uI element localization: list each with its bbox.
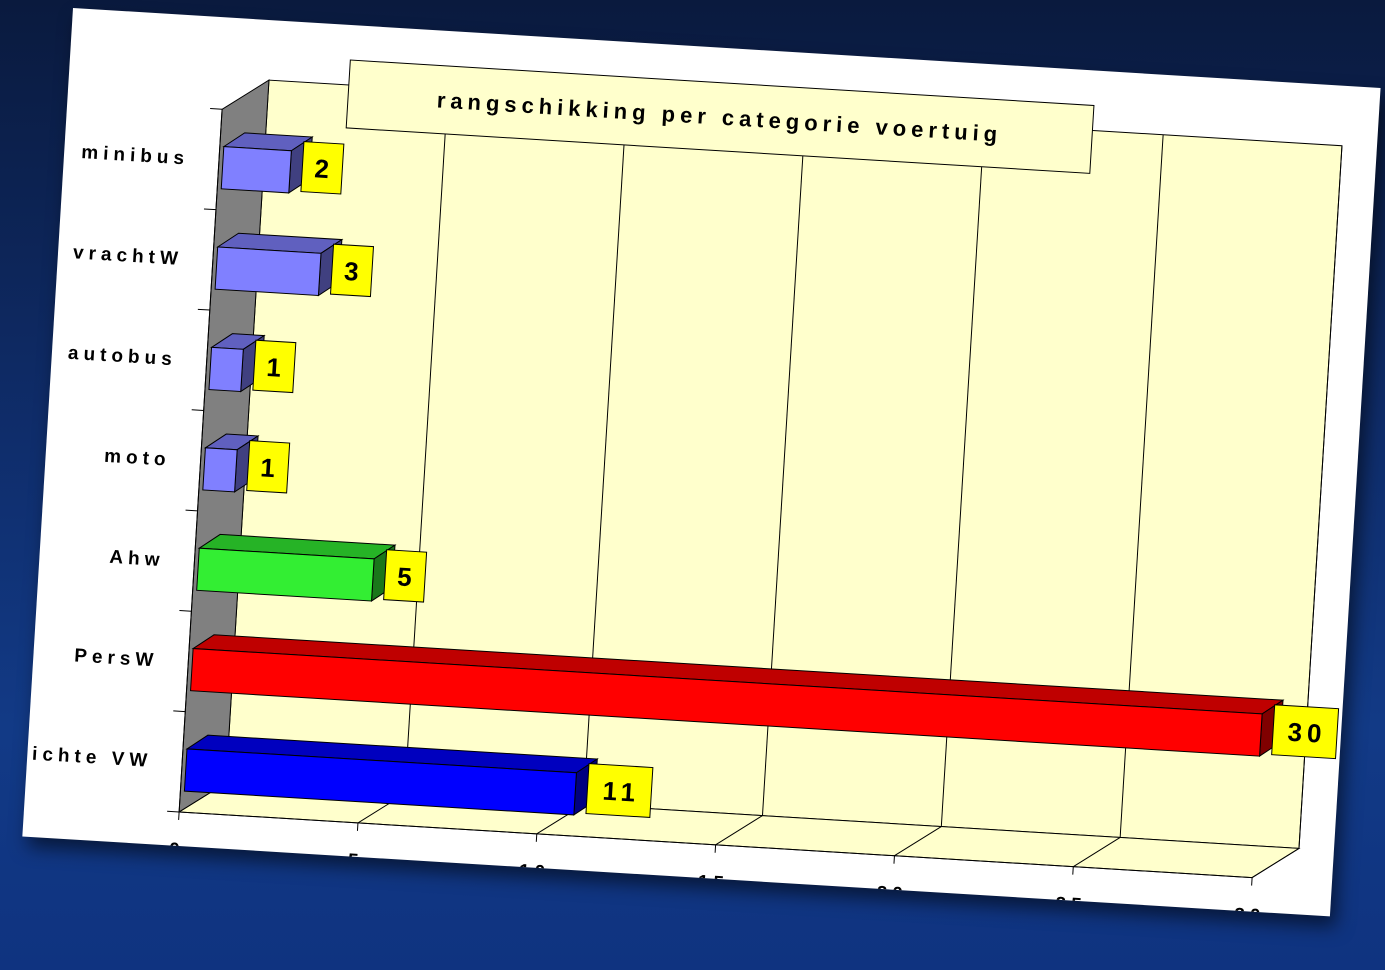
data-label: 2 [314,153,335,184]
chart-card: 0 5 10 15 20 25 30 minibus vrachtW autobus moto Ah… [22,8,1381,917]
bar-lichte-vw [183,748,577,816]
data-label-box [300,141,345,195]
bar-chart: 0 5 10 15 20 25 30 minibusvrachtWautobusmotoAh… [22,59,1343,917]
bar-minibus [220,146,292,194]
data-label-box [252,339,297,394]
x-tick-label: 20 [876,883,908,906]
floor-gridline [1251,847,1300,879]
bar-moto [202,447,238,493]
floor-gridline [894,826,942,857]
category-label: moto [104,446,172,471]
axis-lines [167,108,1253,886]
bars [183,132,1285,816]
y-tick-mark [179,609,192,612]
x-tick-label: 0 [168,839,185,861]
data-label: 3 [343,256,364,287]
y-tick-mark [191,409,204,411]
y-axis-line [178,109,223,813]
chart-title-box [345,59,1095,174]
x-tick-label: 5 [347,850,364,872]
floor-gridline [1073,837,1121,868]
data-label-box [1271,704,1340,760]
x-tick-label: 10 [518,861,550,884]
data-label: 1 [259,452,280,483]
x-tick-label: 15 [697,872,729,895]
data-label-box [329,243,375,298]
category-label: vrachtW [72,242,183,270]
x-tick-label: 30 [1234,905,1266,917]
bar-autobus [208,346,244,393]
data-label-box [585,763,654,818]
y-tick-mark [173,710,186,713]
category-label: lichte VW [22,743,152,772]
category-label: autobus [67,343,177,371]
data-label: 5 [396,561,417,592]
x-tick-label: 25 [1055,894,1087,917]
data-label: 11 [602,776,641,808]
y-tick-mark [197,308,210,311]
chart-title-group: rangschikking per categorie voertuig [345,59,1095,174]
category-label: PersW [74,645,159,671]
x-axis-line [179,811,1253,879]
data-label: 30 [1287,717,1328,749]
bar-vrachtw [214,246,322,297]
y-tick-mark [167,810,180,813]
data-label: 1 [266,352,287,383]
y-tick-mark [185,509,198,512]
y-tick-mark [210,108,223,110]
y-axis-category-labels: minibus vrachtW autobus moto Ahw PersW lichte … [22,142,190,772]
category-label: minibus [81,142,190,170]
floor-gridline [715,815,763,846]
data-label-box [246,440,291,494]
data-label-box [383,549,428,603]
bar-ahw [196,547,375,602]
bar-persw [190,648,1263,757]
category-label: Ahw [109,547,165,571]
y-tick-mark [203,208,216,211]
